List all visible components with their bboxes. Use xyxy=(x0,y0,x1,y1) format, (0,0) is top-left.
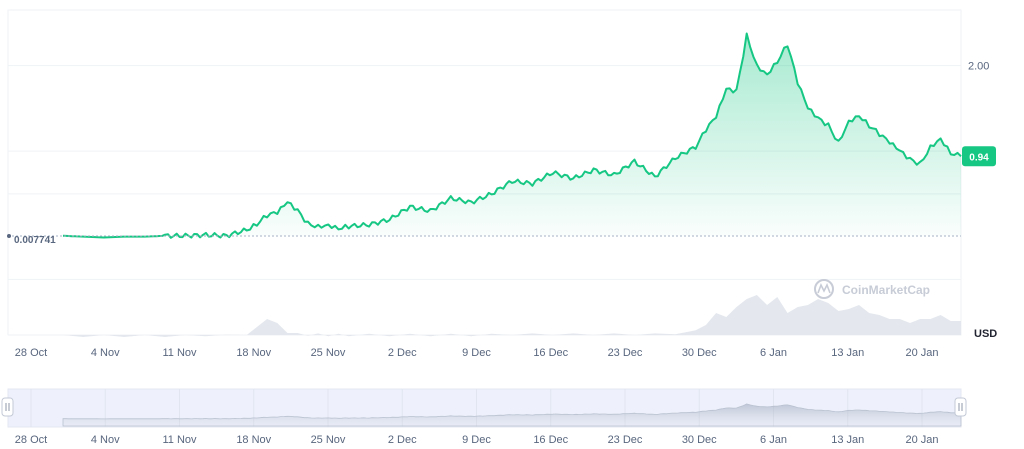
x-tick-label: 11 Nov xyxy=(162,347,197,359)
volume-area xyxy=(63,295,961,337)
price-line xyxy=(62,32,962,239)
x-tick-label: 20 Jan xyxy=(905,347,938,359)
navigator-tick-label: 25 Nov xyxy=(311,434,346,446)
navigator-tick-label: 9 Dec xyxy=(462,434,491,446)
navigator-handle-left[interactable] xyxy=(1,397,14,417)
watermark: CoinMarketCap xyxy=(814,279,930,299)
navigator-x-axis-ticks: 28 Oct 4 Nov 11 Nov 18 Nov 25 Nov 2 Dec 9 Dec 1… xyxy=(15,434,939,446)
navigator-tick-label: 20 Jan xyxy=(905,434,938,446)
x-tick-label: 30 Dec xyxy=(682,347,717,359)
volume-series xyxy=(63,295,961,337)
y-axis-ticks: 2.00 xyxy=(968,61,989,73)
navigator-tick-label: 16 Dec xyxy=(533,434,568,446)
price-area xyxy=(63,33,961,238)
x-tick-label: 18 Nov xyxy=(236,347,271,359)
current-price-badge: 0.94 xyxy=(962,146,996,167)
watermark-text: CoinMarketCap xyxy=(842,283,930,297)
current-price-box xyxy=(962,146,996,167)
y-tick-label: 2.00 xyxy=(968,61,989,73)
baseline-marker xyxy=(7,233,11,238)
range-navigator[interactable] xyxy=(1,388,967,428)
x-tick-label: 28 Oct xyxy=(15,347,47,359)
navigator-tick-label: 28 Oct xyxy=(15,434,47,446)
x-tick-label: 9 Dec xyxy=(462,347,491,359)
x-tick-label: 2 Dec xyxy=(388,347,417,359)
navigator-tick-label: 23 Dec xyxy=(608,434,643,446)
navigator-tick-label: 2 Dec xyxy=(388,434,417,446)
navigator-tick-label: 18 Nov xyxy=(236,434,271,446)
currency-label: USD xyxy=(974,328,997,340)
coinmarketcap-logo-icon xyxy=(814,279,834,299)
x-tick-label: 25 Nov xyxy=(311,347,346,359)
navigator-area xyxy=(62,403,962,427)
x-tick-label: 13 Jan xyxy=(831,347,864,359)
x-tick-label: 23 Dec xyxy=(608,347,643,359)
navigator-tick-label: 6 Jan xyxy=(760,434,787,446)
baseline-label: 0.007741 xyxy=(14,235,56,246)
x-tick-label: 16 Dec xyxy=(533,347,568,359)
x-tick-label: 6 Jan xyxy=(760,347,787,359)
current-price-label: 0.94 xyxy=(969,152,989,163)
navigator-tick-label: 11 Nov xyxy=(162,434,197,446)
navigator-tick-label: 30 Dec xyxy=(682,434,717,446)
navigator-handle-right[interactable] xyxy=(954,397,967,417)
navigator-tick-label: 4 Nov xyxy=(91,434,120,446)
x-tick-label: 4 Nov xyxy=(91,347,120,359)
x-axis-ticks: 28 Oct 4 Nov 11 Nov 18 Nov 25 Nov 2 Dec 9 Dec 1… xyxy=(15,347,939,359)
navigator-tick-label: 13 Jan xyxy=(831,434,864,446)
